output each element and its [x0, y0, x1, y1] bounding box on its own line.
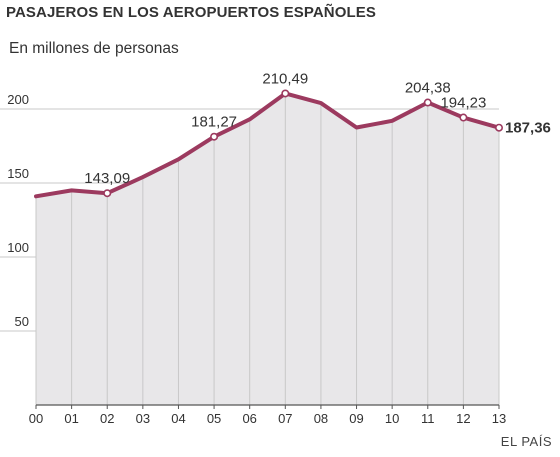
data-label: 143,09 [84, 170, 130, 187]
data-point-11 [423, 98, 432, 107]
data-point-07 [281, 89, 290, 98]
x-tick-label: 01 [64, 411, 78, 426]
area-fill [36, 93, 499, 406]
data-label: 204,38 [405, 80, 451, 97]
data-point-13 [494, 123, 503, 132]
x-tick-label: 00 [29, 411, 43, 426]
data-label: 210,49 [262, 70, 308, 87]
x-tick-label: 05 [207, 411, 221, 426]
data-point-05 [210, 132, 219, 141]
x-tick-label: 12 [456, 411, 470, 426]
y-tick-label: 50 [15, 314, 29, 329]
data-label: 194,23 [440, 95, 486, 112]
x-tick-label: 10 [385, 411, 399, 426]
chart-subtitle: En millones de personas [9, 40, 179, 57]
x-tick-label: 02 [100, 411, 114, 426]
x-tick-label: 13 [492, 411, 506, 426]
x-tick-label: 08 [314, 411, 328, 426]
x-tick-label: 04 [171, 411, 185, 426]
data-label: 181,27 [191, 114, 237, 131]
y-tick-label: 200 [7, 92, 29, 107]
x-tick-label: 07 [278, 411, 292, 426]
series-line [34, 91, 501, 199]
x-tick-label: 06 [242, 411, 256, 426]
data-point-12 [459, 113, 468, 122]
data-label: 187,36 [505, 120, 551, 137]
data-point-02 [103, 189, 112, 198]
y-tick-label: 150 [7, 166, 29, 181]
x-tick-label: 11 [421, 411, 435, 426]
source-credit: EL PAÍS [500, 434, 552, 449]
y-tick-label: 100 [7, 240, 29, 255]
x-tick-label: 09 [349, 411, 363, 426]
chart-title: PASAJEROS EN LOS AEROPUERTOS ESPAÑOLES [6, 4, 376, 21]
x-tick-label: 03 [136, 411, 150, 426]
